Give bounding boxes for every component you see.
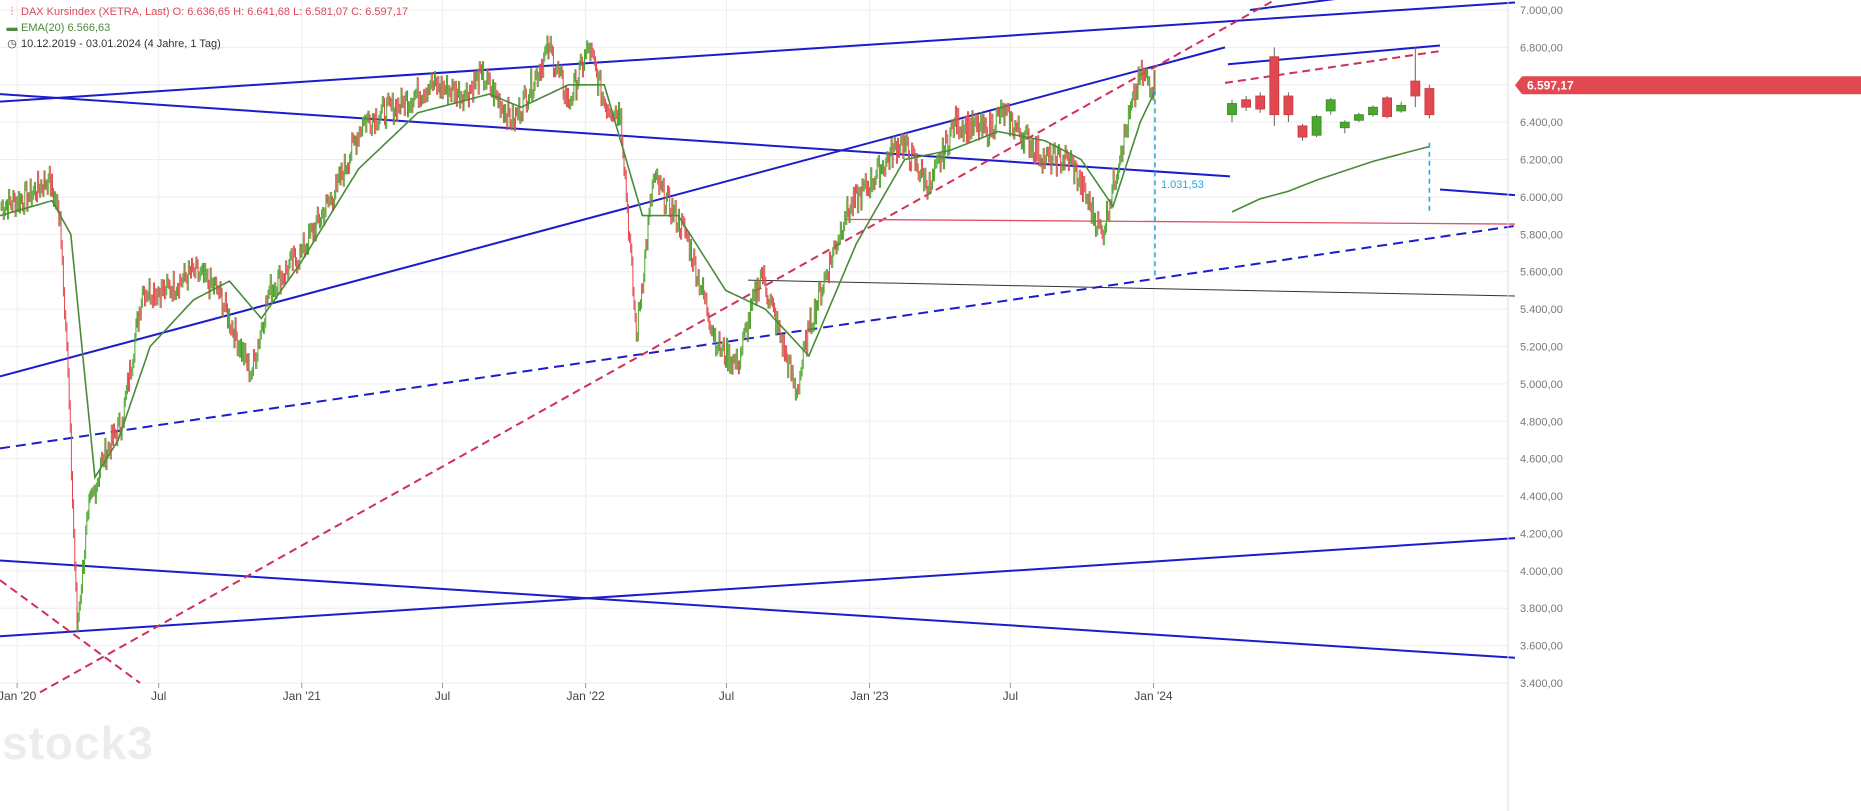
y-tick-label: 5.400,00 [1520,304,1563,316]
inset-ema-line [1231,145,1430,213]
ema-info[interactable]: ▬ EMA(20) 6.566,63 [6,21,111,35]
last-price-badge: 6.597,17 [1515,76,1861,95]
x-tick-label: Jan '24 [1134,689,1173,703]
inset-dashed-red-trendline [1224,50,1441,84]
y-tick-label: 4.400,00 [1520,491,1563,503]
inset-candle-body [1325,99,1336,112]
y-tick-label: 4.600,00 [1520,454,1563,466]
measurement-label: 1.031,53 [1161,179,1204,191]
y-tick-label: 6.400,00 [1520,117,1563,129]
y-axis: 3.400,00 3.600,00 3.800,00 4.000,00 4.200,00… [1507,0,1563,811]
y-tick-label: 5.000,00 [1520,379,1563,391]
instrument-ohlc-text: DAX Kursindex (XETRA, Last) O: 6.636,65 … [21,6,409,18]
lower-falling-trendline [0,559,1516,659]
trendlines [0,0,1516,694]
chart-grid [0,0,1508,684]
lower-rising-trendline [0,537,1516,638]
measurement-tool: 1.031,53 [1154,90,1431,280]
candlestick-icon: ⫶ [10,6,14,18]
clock-icon: ◷ [7,38,17,50]
inset-candle-body [1297,125,1308,138]
watermark-logo: stock3 [2,717,154,769]
y-tick-label: 5.800,00 [1520,229,1563,241]
inset-candle-body [1410,80,1421,97]
x-tick-label: Jan '22 [567,689,606,703]
y-tick-label: 3.400,00 [1520,678,1563,690]
y-tick-label: 6.800,00 [1520,42,1563,54]
resistance-trendline [0,1,1516,103]
falling-trendline [0,93,1231,178]
x-tick-label: Jul [435,689,450,703]
inset-candle-body [1227,103,1237,116]
inset-candle-body [1396,104,1407,112]
y-tick-label: 3.800,00 [1520,603,1563,615]
y-tick-label: 4.200,00 [1520,528,1563,540]
date-range-info[interactable]: ◷ 10.12.2019 - 03.01.2024 (4 Jahre, 1 Tag… [6,37,221,51]
date-range-text: 10.12.2019 - 03.01.2024 (4 Jahre, 1 Tag) [21,38,221,50]
x-tick-label: Jan '23 [850,689,889,703]
dashed-red-trendline [39,0,1277,694]
x-tick-label: Jul [719,689,734,703]
inset-candle-body [1339,121,1350,129]
y-tick-label: 4.000,00 [1520,566,1563,578]
y-tick-label: 5.200,00 [1520,342,1563,354]
dashed-red-lower-trendline [0,579,141,684]
inset-candle-body [1354,114,1364,121]
last-price-background [1515,76,1861,95]
x-tick-label: Jan '20 [0,689,37,703]
x-tick-label: Jan '21 [283,689,322,703]
line-indicator-icon: ▬ [6,22,18,34]
inset-candle-body [1283,95,1294,116]
last-price-label: 6.597,17 [1527,78,1574,92]
inset-candle-body [1269,56,1280,116]
inset-candle-body [1241,99,1251,108]
inset-candle-body [1424,88,1435,116]
x-axis: Jan '20 Jul Jan '21 Jul Jan '22 Jul Jan '23 Jul… [0,683,1173,703]
y-tick-label: 6.200,00 [1520,155,1563,167]
falling-trendline-continuation [1439,188,1516,197]
y-tick-label: 3.600,00 [1520,641,1563,653]
inset-candle-body [1255,95,1266,110]
black-horizontal-line [747,279,1516,297]
inset-candle-body [1382,97,1392,117]
support-line [844,218,1516,225]
y-tick-label: 5.600,00 [1520,267,1563,279]
ema-line [0,84,1156,480]
ema-text: EMA(20) 6.566,63 [21,22,111,34]
chart-series [0,35,1156,632]
instrument-info[interactable]: ⫶ DAX Kursindex (XETRA, Last) O: 6.636,65… [6,5,408,19]
inset-candles [1227,47,1435,213]
inset-resistance-trendline [1227,44,1441,66]
x-tick-label: Jul [1003,689,1018,703]
rising-trendline-extension [1249,0,1336,11]
y-tick-label: 7.000,00 [1520,5,1563,17]
rising-trendline [0,46,1226,378]
inset-candle-body [1368,106,1378,116]
y-tick-label: 4.800,00 [1520,416,1563,428]
dashed-support-trendline [0,224,1516,450]
y-tick-label: 6.000,00 [1520,192,1563,204]
x-tick-label: Jul [151,689,166,703]
inset-candle-body [1311,116,1322,136]
